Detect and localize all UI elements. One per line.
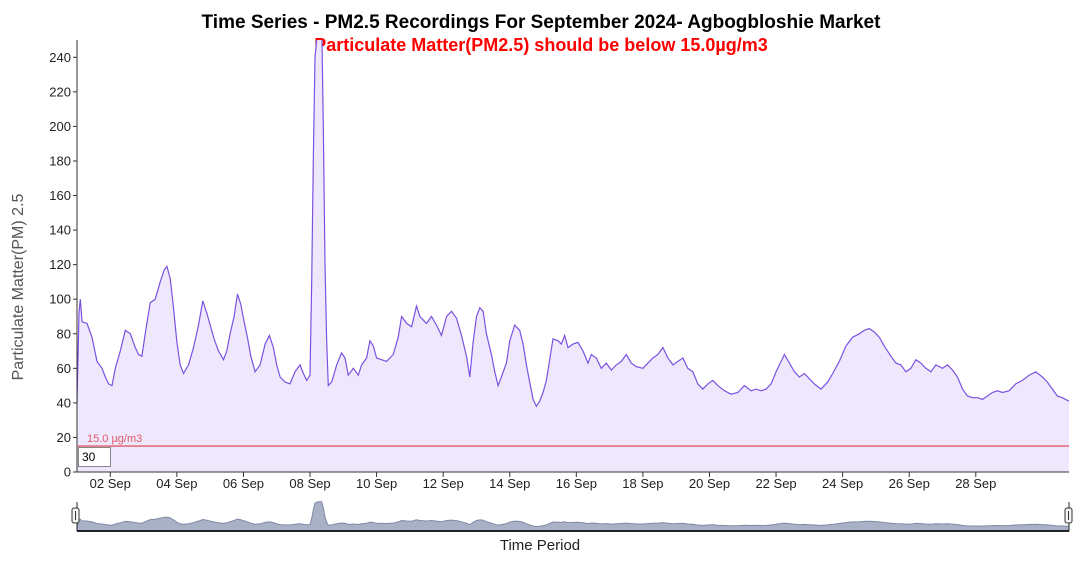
y-tick-label: 240 — [49, 50, 71, 65]
y-tick-label: 60 — [57, 361, 71, 376]
chart-title: Time Series - PM2.5 Recordings For Septe… — [202, 12, 882, 33]
y-tick-label: 160 — [49, 188, 71, 203]
x-tick-label: 24 Sep — [822, 476, 863, 491]
x-tick-label: 18 Sep — [622, 476, 663, 491]
series-area — [77, 40, 1069, 472]
y-tick-label: 80 — [57, 326, 71, 341]
x-tick-label: 08 Sep — [289, 476, 330, 491]
x-axis: 02 Sep 04 Sep 06 Sep 08 Sep 10 Sep 12 Sep 14 S… — [77, 471, 1069, 491]
range-input[interactable] — [78, 447, 111, 467]
y-tick-label: 140 — [49, 223, 71, 238]
navigator-series — [76, 501, 1070, 532]
y-tick-label: 20 — [57, 430, 71, 445]
y-axis-label: Particulate Matter(PM) 2.5 — [10, 194, 27, 381]
x-tick-label: 12 Sep — [423, 476, 464, 491]
navigator[interactable] — [76, 501, 1070, 532]
series-line — [77, 40, 1069, 408]
x-tick-label: 10 Sep — [356, 476, 397, 491]
y-axis: 0 20 40 60 80 100 120 140 160 180 200 220 240 — [49, 40, 78, 480]
x-tick-label: 26 Sep — [889, 476, 930, 491]
y-tick-label: 220 — [49, 84, 71, 99]
y-tick-label: 40 — [57, 395, 71, 410]
x-tick-label: 22 Sep — [755, 476, 796, 491]
x-tick-label: 20 Sep — [689, 476, 730, 491]
x-tick-label: 14 Sep — [489, 476, 530, 491]
x-tick-label: 04 Sep — [156, 476, 197, 491]
plot-area — [77, 40, 1069, 472]
chart-subtitle: Particulate Matter(PM2.5) should be belo… — [314, 35, 767, 55]
y-tick-label: 180 — [49, 153, 71, 168]
y-tick-label: 100 — [49, 292, 71, 307]
y-tick-label: 0 — [64, 465, 71, 480]
x-tick-label: 28 Sep — [955, 476, 996, 491]
y-tick-label: 200 — [49, 119, 71, 134]
y-tick-label: 120 — [49, 257, 71, 272]
x-tick-label: 02 Sep — [90, 476, 131, 491]
x-axis-label: Time Period — [500, 537, 580, 554]
x-tick-label: 16 Sep — [556, 476, 597, 491]
threshold-label: 15.0 µg/m3 — [87, 433, 142, 445]
x-tick-label: 06 Sep — [223, 476, 264, 491]
